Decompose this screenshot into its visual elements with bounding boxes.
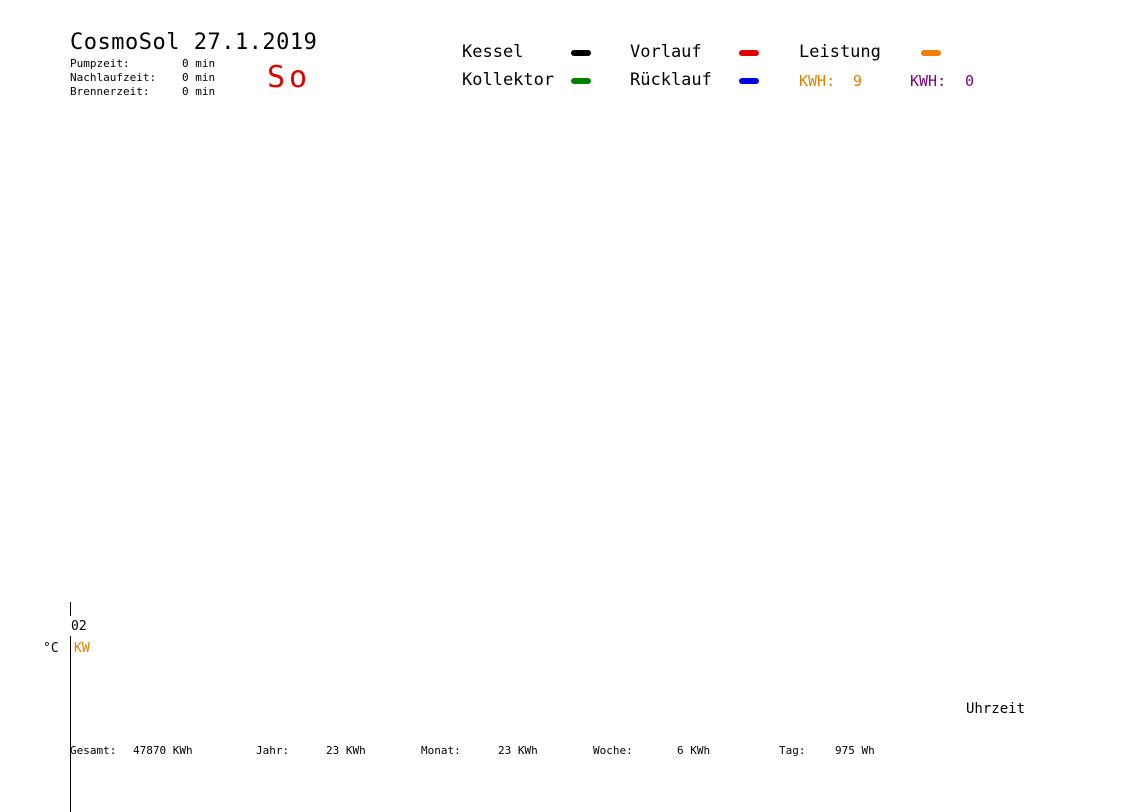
footer-woche-label: Woche: (593, 744, 633, 757)
legend-label-ruecklauf: Rücklauf (630, 70, 712, 90)
legend-label-kollektor: Kollektor (462, 70, 555, 90)
y-axis-unit-kw: KW (74, 641, 90, 656)
kwh-value-2: 0 (965, 72, 975, 90)
footer-tag-value: 975 Wh (835, 744, 875, 757)
legend-swatch-kessel (571, 50, 591, 56)
y-axis-line (70, 636, 71, 812)
legend-label-vorlauf: Vorlauf (630, 42, 702, 62)
kwh-label-2: KWH: (910, 72, 947, 90)
stat-label-pumpzeit: Pumpzeit: (70, 57, 130, 70)
y-axis-unit-celsius: °C (43, 641, 59, 656)
footer-monat-label: Monat: (421, 744, 461, 757)
x-axis-label: Uhrzeit (966, 701, 1026, 717)
legend-swatch-kollektor (571, 78, 591, 84)
day-of-week: So (267, 60, 312, 95)
stat-value-brennerzeit: 0 min (182, 85, 216, 98)
kwh-value-1: 9 (853, 72, 863, 90)
stat-value-nachlaufzeit: 0 min (182, 71, 216, 84)
footer-gesamt-label: Gesamt: (70, 744, 117, 757)
chart-title: CosmoSol 27.1.2019 (70, 30, 318, 55)
legend-swatch-leistung (921, 50, 941, 56)
y-tick-label: 02 (71, 619, 87, 634)
footer-tag-label: Tag: (779, 744, 806, 757)
footer-jahr-value: 23 KWh (326, 744, 366, 757)
footer-gesamt-value: 47870 KWh (133, 744, 193, 757)
legend-label-kessel: Kessel (462, 42, 524, 62)
footer-jahr-label: Jahr: (256, 744, 290, 757)
kwh-label-1: KWH: (799, 72, 836, 90)
legend-swatch-ruecklauf (739, 78, 759, 84)
stat-label-brennerzeit: Brennerzeit: (70, 85, 150, 98)
footer-monat-value: 23 KWh (498, 744, 538, 757)
footer-woche-value: 6 KWh (677, 744, 711, 757)
stat-value-pumpzeit: 0 min (182, 57, 216, 70)
y-axis-top-segment (70, 602, 71, 616)
legend-swatch-vorlauf (739, 50, 759, 56)
legend-label-leistung: Leistung (799, 42, 881, 62)
stat-label-nachlaufzeit: Nachlaufzeit: (70, 71, 157, 84)
